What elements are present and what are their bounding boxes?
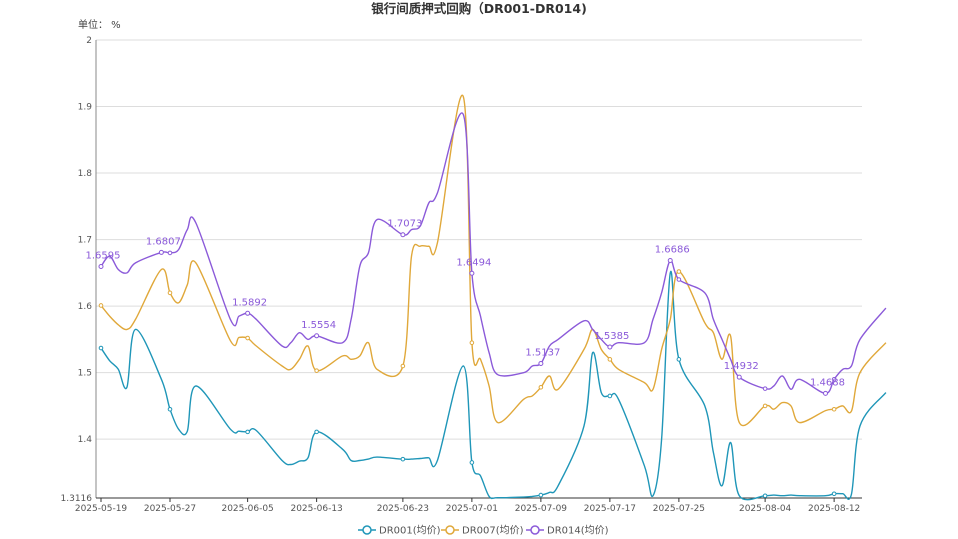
data-label-marker — [607, 344, 613, 350]
data-label: 1.6686 — [655, 244, 690, 255]
data-label: 1.4932 — [724, 361, 759, 372]
data-label: 1.7073 — [387, 219, 422, 230]
x-tick-label: 2025-06-05 — [221, 504, 273, 514]
y-tick-label: 1.8 — [78, 169, 93, 179]
data-label-marker — [667, 257, 673, 263]
chart-title: 银行间质押式回购（DR001-DR014) — [371, 1, 587, 16]
data-label: 1.5892 — [232, 297, 267, 308]
data-label-marker — [98, 264, 104, 270]
legend-circle-icon — [530, 525, 540, 535]
data-point — [831, 491, 837, 497]
data-label-marker — [823, 390, 828, 396]
x-tick-label: 2025-07-17 — [584, 504, 636, 514]
series-line-2 — [100, 94, 887, 427]
y-tick-label: 2 — [86, 36, 92, 46]
data-labels: 1.6595 1.6807 1.5892 1.5554 1.7073 1.6494 1.51… — [86, 219, 845, 396]
legend-label: DR001(均价) — [379, 525, 441, 537]
y-tick-label: 1.5 — [78, 369, 92, 379]
x-tick-label: 2025-07-01 — [446, 504, 498, 514]
data-point — [676, 277, 682, 282]
x-tick-label: 2025-05-19 — [75, 504, 128, 514]
y-tick-label: 1.3116 — [61, 494, 93, 504]
data-point — [469, 340, 475, 346]
y-tick-label: 1.6 — [78, 302, 93, 312]
data-point — [167, 250, 173, 256]
data-point — [538, 384, 544, 390]
y-tick-label: 1.9 — [78, 103, 93, 113]
axes: 1.3116 1.4 1.5 1.6 1.7 1.8 1.9 2 2025-05-19 2025-… — [61, 36, 862, 514]
legend-label: DR007(均价) — [462, 525, 524, 537]
data-point — [98, 345, 104, 351]
series-line-1 — [100, 270, 887, 501]
legend-label: DR014(均价) — [547, 525, 609, 537]
data-point — [607, 393, 613, 399]
data-label: 1.6807 — [146, 236, 181, 247]
y-tick-label: 1.7 — [78, 236, 92, 246]
data-label: 1.5385 — [594, 331, 629, 342]
data-point — [676, 269, 682, 274]
data-label-marker — [736, 374, 742, 380]
data-point — [831, 406, 837, 412]
gridlines — [96, 39, 862, 440]
data-point — [538, 492, 544, 498]
y-tick-label: 1.4 — [78, 435, 93, 445]
data-label: 1.5137 — [525, 348, 560, 359]
x-tick-label: 2025-08-04 — [739, 504, 792, 514]
data-label: 1.6595 — [86, 251, 121, 262]
legend-circle-icon — [362, 525, 372, 535]
legend[interactable]: DR001(均价) DR007(均价) DR014(均价) — [358, 525, 609, 537]
series-line-3 — [100, 112, 887, 395]
data-point — [676, 357, 682, 362]
data-point — [762, 493, 768, 499]
legend-circle-icon — [445, 525, 455, 535]
data-point — [831, 377, 837, 382]
data-point — [314, 429, 319, 435]
data-point — [400, 456, 406, 462]
data-point — [167, 290, 173, 296]
x-tick-label: 2025-08-12 — [808, 504, 860, 514]
data-label: 1.5554 — [301, 320, 336, 331]
data-point — [314, 368, 319, 373]
unit-label: 单位： % — [78, 18, 121, 31]
legend-item-1[interactable]: DR001(均价) — [358, 525, 441, 537]
data-label-marker — [158, 249, 164, 255]
data-point — [98, 303, 104, 308]
x-tick-label: 2025-07-09 — [515, 504, 568, 514]
data-label-marker — [400, 232, 406, 238]
x-tick-label: 2025-06-23 — [377, 504, 429, 514]
data-point — [762, 403, 768, 409]
data-label-marker — [245, 310, 251, 316]
x-tick-label: 2025-05-27 — [144, 504, 196, 514]
data-point — [762, 386, 768, 391]
data-point — [469, 460, 475, 465]
data-point — [245, 429, 250, 435]
data-point — [245, 335, 250, 341]
data-point — [607, 357, 613, 362]
data-point — [167, 406, 173, 412]
x-tick-label: 2025-06-13 — [290, 504, 342, 514]
legend-item-3[interactable]: DR014(均价) — [526, 525, 609, 537]
legend-item-2[interactable]: DR007(均价) — [441, 525, 524, 537]
data-label-marker — [469, 270, 475, 276]
x-tick-label: 2025-07-25 — [653, 504, 705, 514]
data-label-marker — [314, 333, 320, 339]
data-point — [400, 363, 406, 369]
data-label: 1.4688 — [810, 377, 845, 388]
data-label-marker — [538, 361, 544, 367]
data-label: 1.6494 — [456, 257, 491, 268]
